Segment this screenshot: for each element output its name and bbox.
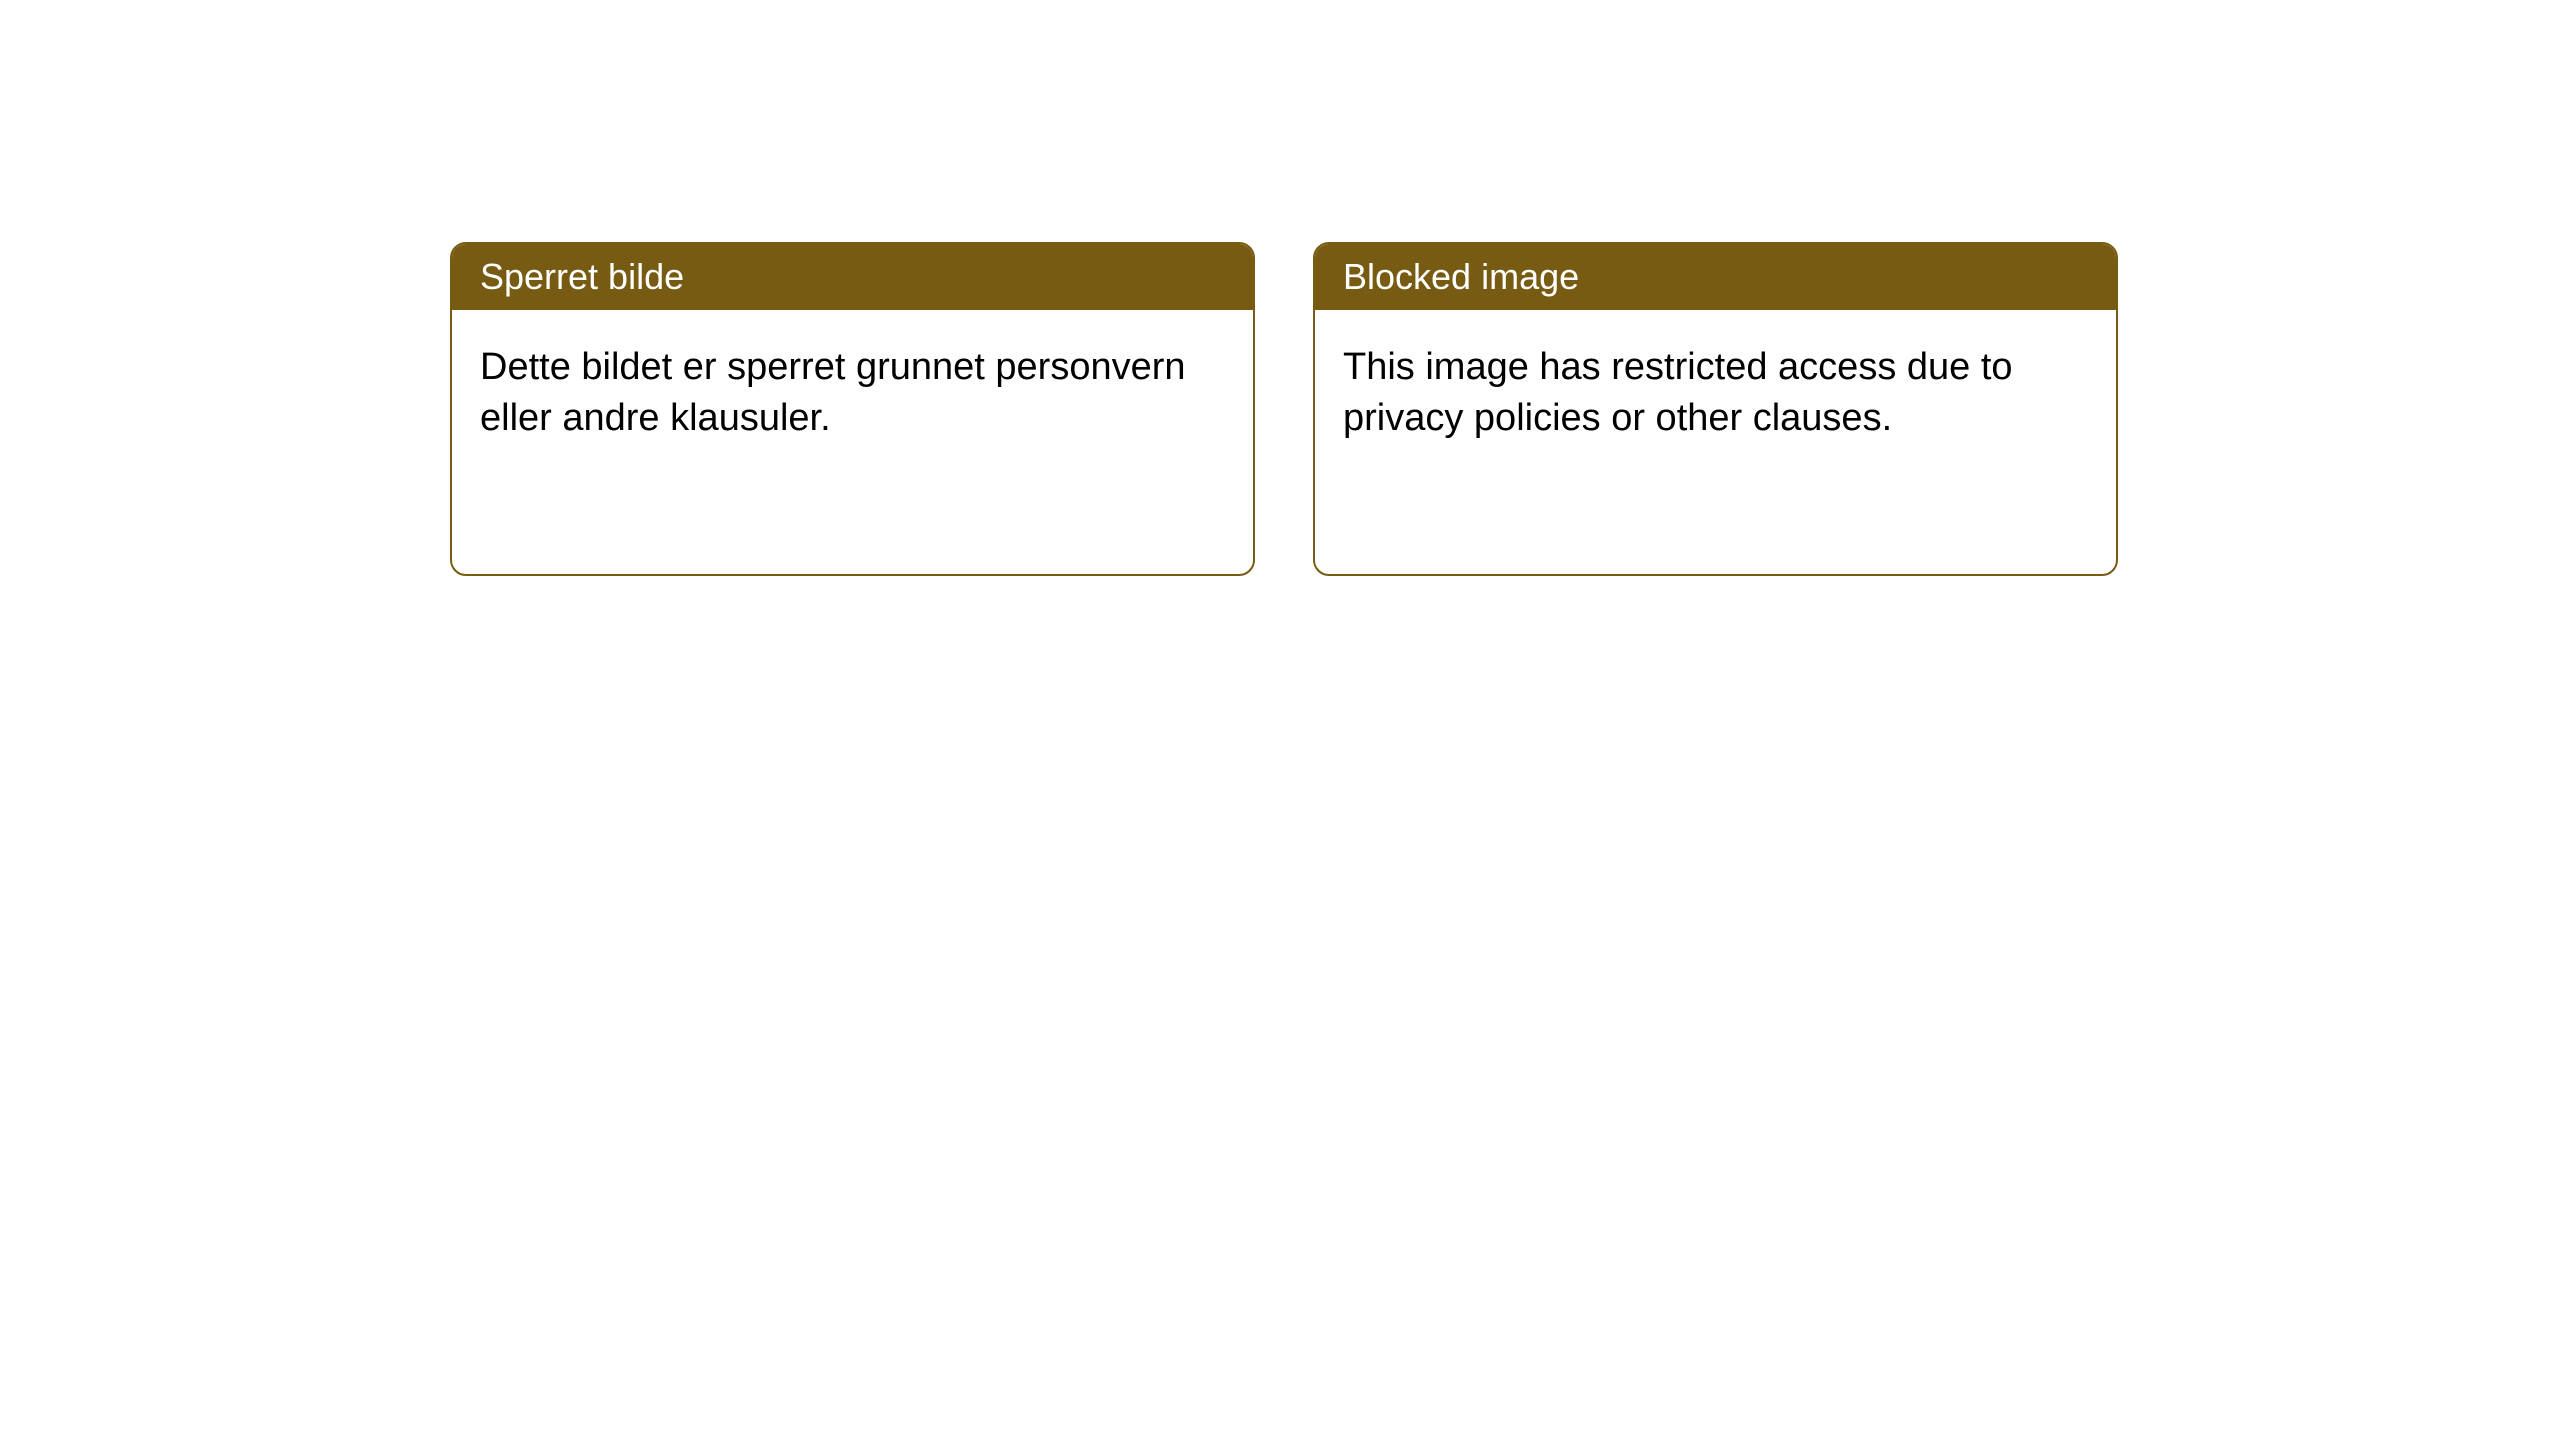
notice-body-norwegian: Dette bildet er sperret grunnet personve… xyxy=(452,310,1253,477)
notice-title-english: Blocked image xyxy=(1315,244,2116,310)
notice-body-english: This image has restricted access due to … xyxy=(1315,310,2116,477)
notice-title-norwegian: Sperret bilde xyxy=(452,244,1253,310)
notice-container: Sperret bilde Dette bildet er sperret gr… xyxy=(450,242,2118,576)
notice-card-english: Blocked image This image has restricted … xyxy=(1313,242,2118,576)
notice-card-norwegian: Sperret bilde Dette bildet er sperret gr… xyxy=(450,242,1255,576)
